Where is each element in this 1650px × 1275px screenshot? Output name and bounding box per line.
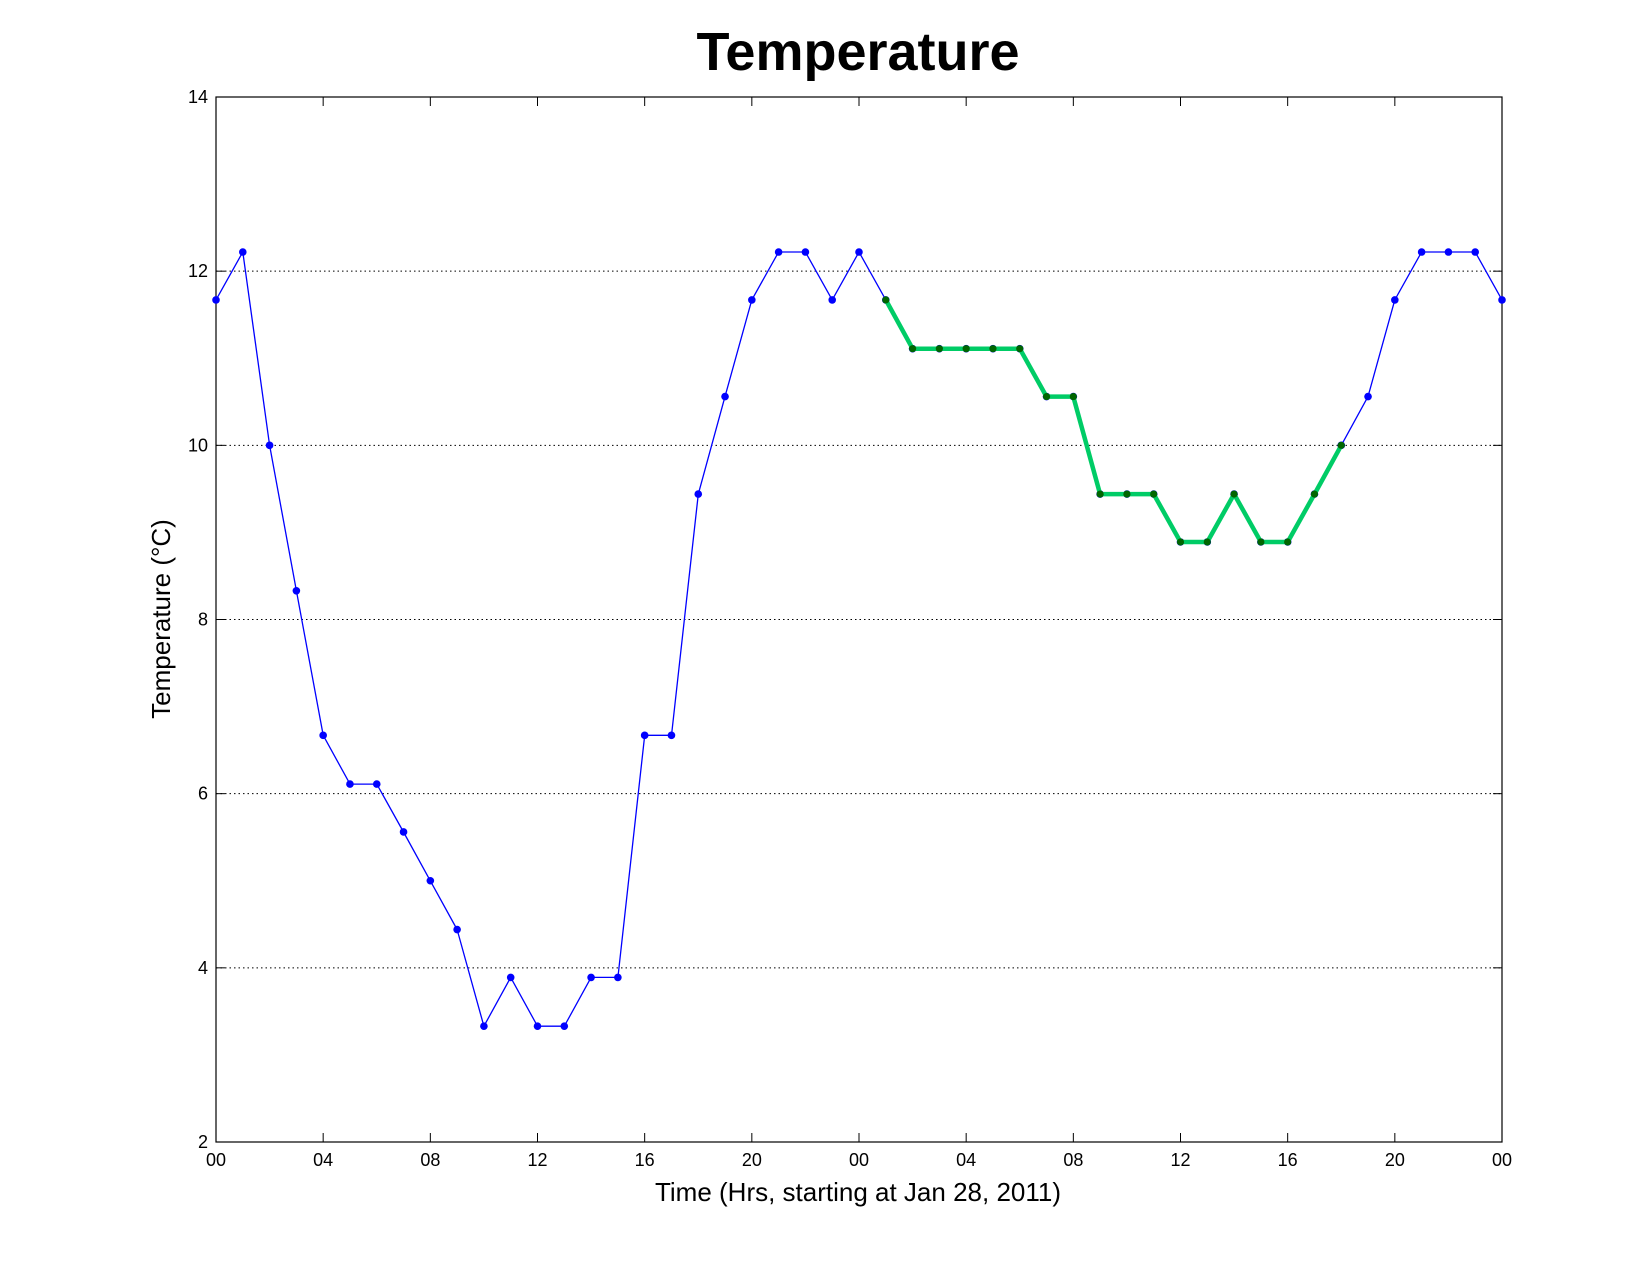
series-1-point [426,876,435,885]
series-1-point [855,248,863,256]
series-2-point [1069,392,1077,401]
series-2-point [1123,490,1131,498]
y-tick-label: 4 [198,958,208,978]
x-tick-label: 16 [1278,1150,1298,1170]
x-tick-label: 04 [313,1150,333,1170]
series-2-point [1016,345,1024,353]
series-2-point [1096,490,1104,498]
series-1-point [1391,296,1399,304]
series-2-point [908,345,917,353]
series-1-point [346,780,354,788]
x-tick-label: 00 [1492,1150,1512,1170]
series-1-point [587,973,595,982]
x-tick-label: 04 [956,1150,976,1170]
series-1-point [399,828,408,836]
series-1-point [667,731,676,740]
series-2-point [1230,490,1238,498]
series-2-point [1042,392,1051,401]
series-2-point [989,345,997,353]
series-1-point [292,586,301,595]
series-1-point [1364,392,1372,401]
y-tick-label: 14 [188,87,208,107]
series-layer [212,248,1506,1030]
series-1-point [694,490,703,498]
x-tick-label: 00 [849,1150,869,1170]
x-tick-label: 16 [635,1150,655,1170]
series-1-point [721,392,729,401]
series-2-point [882,296,890,304]
series-1-point [748,296,756,304]
series-2-point [1203,538,1211,546]
series-2-point [1176,538,1185,546]
y-tick-label: 10 [188,435,208,455]
grid-layer [216,270,1502,969]
series-1-point [319,731,327,740]
x-tick-label: 12 [527,1150,547,1170]
series-1-point [480,1022,488,1030]
series-1-point [533,1022,542,1030]
series-1-point [238,248,247,256]
series-1-point [453,925,461,934]
x-tick-label: 20 [1385,1150,1405,1170]
series-1-point [1471,248,1480,256]
series-1-point [372,780,381,788]
y-tick-label: 12 [188,261,208,281]
series-1-point [1417,248,1426,256]
x-tick-label: 08 [420,1150,440,1170]
x-tick-label: 12 [1170,1150,1190,1170]
axis-ticks: 2 4 6 8 10 12 14 00 04 08 12 16 20 00 04 08 12 16 20 00 [188,87,1512,1170]
series-1-point [828,296,837,304]
series-2-point [1150,490,1158,498]
series-1-point [265,441,274,450]
series-2-point [1284,538,1292,546]
x-tick-label: 20 [742,1150,762,1170]
x-tick-label: 00 [206,1150,226,1170]
x-tick-label: 08 [1063,1150,1083,1170]
x-axis-label: Time (Hrs, starting at Jan 28, 2011) [655,1177,1061,1207]
chart-title: Temperature [696,22,1019,82]
y-tick-label: 6 [198,784,208,804]
y-tick-label: 8 [198,610,208,630]
series-2-point [1337,441,1345,449]
y-tick-label: 2 [198,1132,208,1152]
series-2-point [1310,490,1319,498]
y-axis-label: Temperature (°C) [146,519,176,719]
series-2-line [883,297,1344,545]
series-1-point [614,973,622,982]
series-1-point [506,973,515,982]
series-1-point [1444,248,1453,256]
series-2-point [1257,538,1265,546]
series-2-point [962,345,970,353]
series-2-point [935,345,943,353]
series-1-point [212,296,220,304]
series-1-line [215,251,1503,1027]
series-1-point [774,248,783,256]
series-1-point [560,1022,569,1030]
series-1-point [640,731,649,740]
series-1-point [1498,296,1506,304]
series-1-point [801,248,810,256]
